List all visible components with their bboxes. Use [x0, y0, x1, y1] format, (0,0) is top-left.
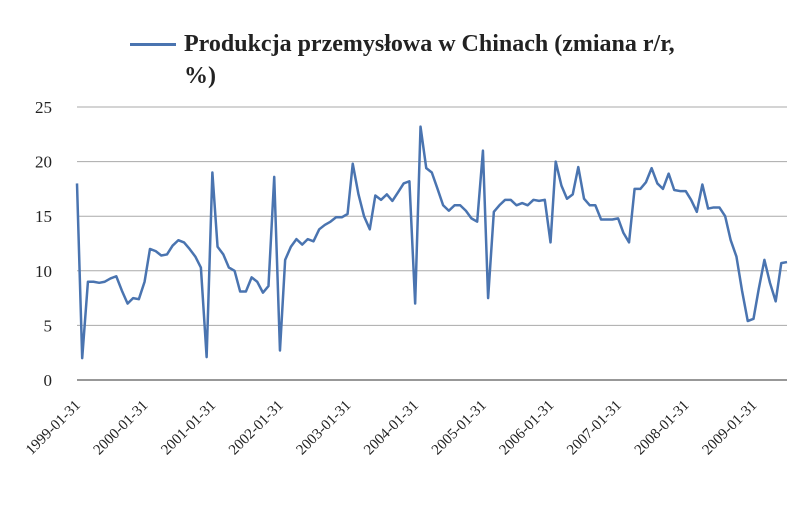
data-line — [75, 125, 788, 360]
x-tick-label: 2007-01-31 — [564, 398, 625, 459]
y-tick-label: 10 — [35, 262, 52, 281]
x-tick-label: 2004-01-31 — [361, 398, 422, 459]
x-tick-label: 2005-01-31 — [429, 398, 490, 459]
x-tick-label: 2008-01-31 — [632, 398, 693, 459]
y-tick-label: 25 — [35, 98, 52, 117]
legend-label: Produkcja przemysłowa w Chinach (zmiana … — [184, 31, 675, 89]
x-tick-label: 2006-01-31 — [497, 398, 558, 459]
y-tick-label: 0 — [44, 371, 53, 390]
x-tick-label: 2002-01-31 — [226, 398, 287, 459]
x-tick-label: 2000-01-31 — [91, 398, 152, 459]
x-tick-label: 2001-01-31 — [158, 398, 219, 459]
legend: Produkcja przemysłowa w Chinach (zmiana … — [130, 28, 704, 92]
legend-swatch — [130, 43, 176, 46]
x-tick-label: 2003-01-31 — [294, 398, 355, 459]
y-tick-label: 20 — [35, 153, 52, 172]
x-tick-label: 1999-01-31 — [23, 398, 84, 459]
x-tick-label: 2009-01-31 — [699, 398, 760, 459]
y-tick-label: 5 — [44, 316, 53, 335]
y-tick-label: 15 — [35, 207, 52, 226]
